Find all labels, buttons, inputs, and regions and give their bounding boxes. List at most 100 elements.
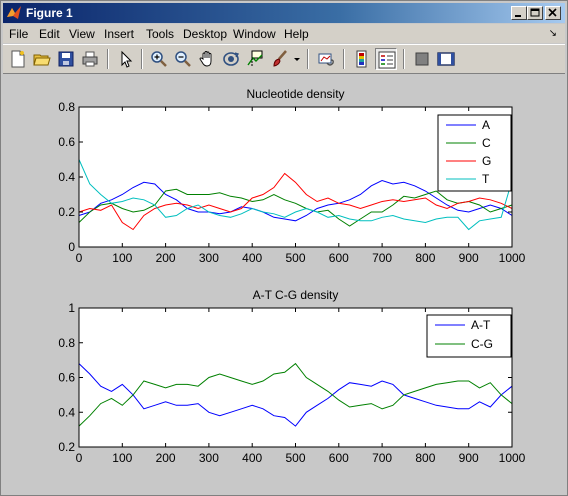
x-tick-label: 0 (76, 251, 83, 265)
legend-label-t: T (482, 172, 490, 186)
toolbar-separator (141, 49, 143, 69)
y-tick-label: 0.2 (58, 440, 75, 454)
x-tick-label: 900 (459, 451, 479, 465)
menu-bar: File Edit View Insert Tools Desktop Wind… (3, 24, 565, 43)
chart-title: Nucleotide density (246, 87, 344, 101)
menu-file[interactable]: File (9, 27, 29, 41)
y-tick-label: 0.8 (58, 336, 75, 350)
x-tick-label: 400 (242, 451, 262, 465)
close-button[interactable] (545, 6, 561, 20)
x-tick-label: 400 (242, 251, 262, 265)
show-plot-tools-button[interactable] (435, 48, 457, 70)
title-bar[interactable]: Figure 1 (3, 3, 565, 23)
menu-desktop[interactable]: Desktop (183, 27, 228, 41)
legend-label-c: C (482, 136, 491, 150)
x-tick-label: 100 (112, 251, 132, 265)
legend-label-c-g: C-G (471, 337, 493, 351)
zoom-in-icon (151, 51, 167, 67)
x-tick-label: 700 (372, 251, 392, 265)
x-tick-label: 500 (285, 451, 305, 465)
insert-legend-icon (378, 51, 396, 69)
brush-button[interactable] (269, 48, 291, 70)
x-tick-label: 1000 (499, 251, 526, 265)
new-figure-button[interactable] (7, 48, 29, 70)
data-cursor-icon (247, 50, 263, 67)
dock-figure-button[interactable]: ↘ (548, 28, 557, 39)
minimize-button[interactable] (511, 6, 527, 20)
matlab-figure-icon (7, 6, 21, 19)
y-tick-label: 0.2 (58, 205, 75, 219)
toolbar-separator (307, 49, 309, 69)
x-tick-label: 600 (329, 451, 349, 465)
legend-label-a: A (482, 118, 490, 132)
series-line-t (78, 159, 513, 231)
y-tick-label: 0 (68, 240, 75, 254)
chevron-down-icon (294, 58, 300, 61)
series-line-c (78, 188, 513, 227)
x-tick-label: 800 (415, 251, 435, 265)
x-tick-label: 0 (76, 451, 83, 465)
pan-hand-icon (199, 51, 212, 67)
zoom-out-button[interactable] (172, 48, 194, 70)
show-plot-tools-icon (437, 52, 455, 66)
legend-label-g: G (482, 154, 491, 168)
y-tick-label: 0.4 (58, 170, 75, 184)
save-button[interactable] (55, 48, 77, 70)
open-file-button[interactable] (31, 48, 53, 70)
hide-plot-tools-button[interactable] (411, 48, 433, 70)
rotate-3d-button[interactable] (220, 48, 242, 70)
minimize-icon (515, 15, 521, 17)
close-icon (548, 8, 557, 17)
insert-legend-button[interactable] (375, 48, 397, 70)
new-figure-icon (11, 50, 25, 68)
y-tick-label: 1 (68, 301, 75, 315)
insert-colorbar-button[interactable] (351, 48, 373, 70)
x-tick-label: 700 (372, 451, 392, 465)
menu-help[interactable]: Help (284, 27, 309, 41)
link-plot-icon (318, 53, 334, 66)
x-tick-label: 200 (156, 451, 176, 465)
brush-icon (273, 50, 287, 67)
menu-view[interactable]: View (69, 27, 95, 41)
chart-title: A-T C-G density (253, 288, 339, 302)
figure-toolbar (3, 44, 565, 74)
menu-tools[interactable]: Tools (146, 27, 175, 41)
menu-window[interactable]: Window (233, 27, 276, 41)
x-tick-label: 800 (415, 451, 435, 465)
open-file-icon (33, 54, 51, 66)
series-line-g (78, 172, 513, 231)
menu-insert[interactable]: Insert (104, 27, 135, 41)
legend-box[interactable] (426, 314, 512, 358)
menu-edit[interactable]: Edit (39, 27, 60, 41)
series-line-a-t (78, 363, 513, 427)
pan-button[interactable] (196, 48, 218, 70)
legend-box[interactable] (437, 114, 512, 192)
edit-plot-arrow-icon (121, 50, 133, 68)
x-tick-label: 900 (459, 251, 479, 265)
link-plot-button[interactable] (315, 48, 337, 70)
save-icon (58, 51, 74, 67)
data-cursor-button[interactable] (244, 48, 266, 70)
hide-plot-tools-icon (415, 52, 429, 66)
x-tick-label: 300 (199, 251, 219, 265)
y-tick-label: 0.8 (58, 100, 75, 114)
brush-dropdown-button[interactable] (291, 48, 303, 70)
figure-canvas: Nucleotide density 0 100 200 300 400 500 600 700… (3, 74, 565, 493)
series-line-a (78, 179, 513, 222)
x-tick-label: 200 (156, 251, 176, 265)
maximize-button[interactable] (527, 6, 543, 20)
toolbar-separator (343, 49, 345, 69)
legend[interactable]: A-T C-G (426, 314, 512, 358)
print-button[interactable] (79, 48, 101, 70)
zoom-in-button[interactable] (148, 48, 170, 70)
x-tick-label: 600 (329, 251, 349, 265)
print-icon (82, 51, 98, 67)
insert-colorbar-icon (356, 50, 367, 68)
legend-label-a-t: A-T (471, 318, 491, 332)
toolbar-separator (107, 49, 109, 69)
rotate-3d-icon (223, 52, 240, 66)
edit-plot-button[interactable] (115, 48, 137, 70)
